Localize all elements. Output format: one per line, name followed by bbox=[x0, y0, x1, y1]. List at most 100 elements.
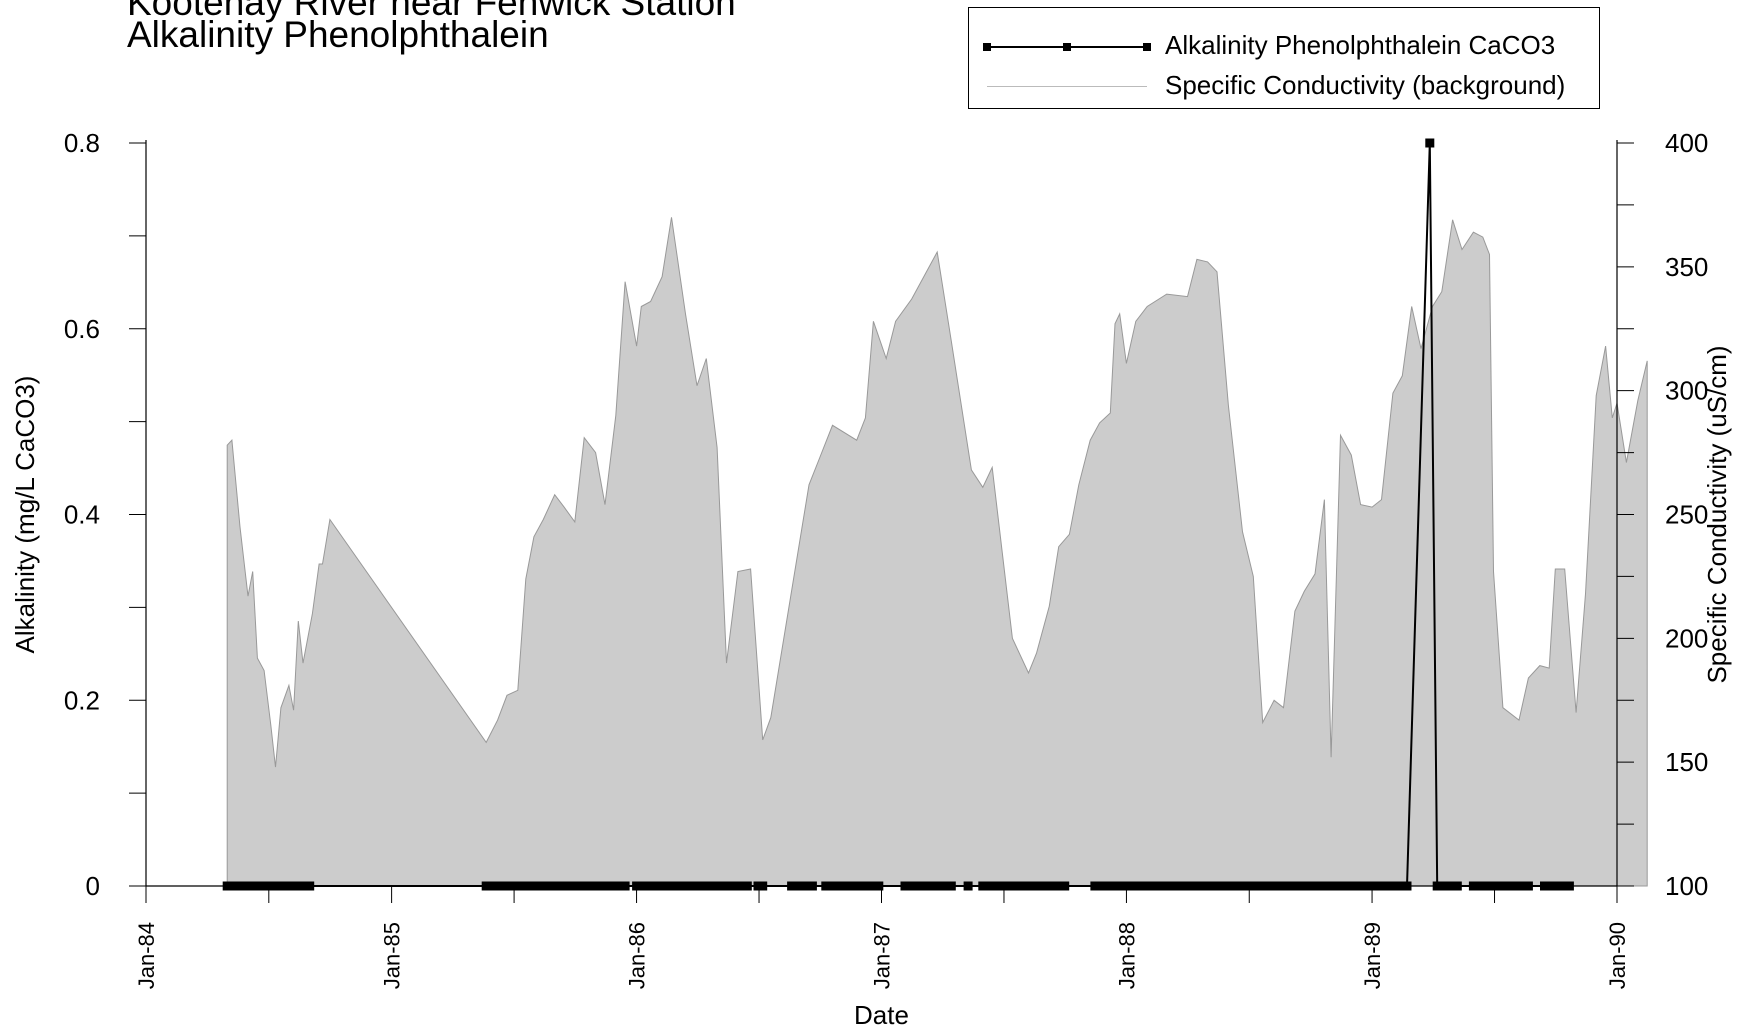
alkalinity-point bbox=[1331, 881, 1341, 891]
alkalinity-point bbox=[289, 881, 299, 891]
alkalinity-point bbox=[1402, 881, 1412, 891]
alkalinity-point bbox=[1233, 881, 1243, 891]
legend: Alkalinity Phenolphthalein CaCO3 Specifi… bbox=[968, 7, 1600, 109]
alkalinity-point bbox=[1468, 881, 1478, 891]
alkalinity-point bbox=[676, 881, 686, 891]
alkalinity-point bbox=[916, 881, 926, 891]
alkalinity-point bbox=[1223, 881, 1233, 891]
alkalinity-point bbox=[1105, 881, 1115, 891]
alkalinity-point bbox=[797, 881, 807, 891]
alkalinity-point bbox=[865, 881, 875, 891]
alkalinity-point bbox=[1212, 881, 1222, 891]
alkalinity-point bbox=[1152, 881, 1162, 891]
alkalinity-point bbox=[1290, 881, 1300, 891]
alkalinity-point bbox=[1540, 881, 1549, 891]
x-tick-label: Jan-88 bbox=[1114, 922, 1139, 989]
alkalinity-point bbox=[579, 881, 589, 891]
alkalinity-point bbox=[930, 881, 940, 891]
alkalinity-point bbox=[293, 881, 303, 891]
alkalinity-point bbox=[1285, 881, 1295, 891]
x-tick-label: Jan-90 bbox=[1605, 922, 1630, 989]
alkalinity-point bbox=[529, 881, 539, 891]
alkalinity-point bbox=[595, 881, 605, 891]
alkalinity-point bbox=[1131, 881, 1141, 891]
alkalinity-point bbox=[268, 881, 278, 891]
alkalinity-point bbox=[907, 881, 917, 891]
alkalinity-point bbox=[840, 881, 850, 891]
alkalinity-point bbox=[538, 881, 548, 891]
alkalinity-point bbox=[559, 881, 569, 891]
alkalinity-point bbox=[1253, 881, 1263, 891]
alkalinity-point bbox=[1217, 881, 1227, 891]
alkalinity-point bbox=[1171, 881, 1181, 891]
alkalinity-point bbox=[681, 881, 690, 891]
alkalinity-point bbox=[942, 881, 952, 891]
y-tick-label-left: 0.4 bbox=[64, 500, 100, 530]
alkalinity-point bbox=[1156, 881, 1166, 891]
alkalinity-point bbox=[1203, 881, 1213, 891]
alkalinity-point bbox=[1452, 881, 1462, 891]
alkalinity-point bbox=[963, 881, 973, 891]
alkalinity-point bbox=[1351, 881, 1361, 891]
alkalinity-point bbox=[550, 881, 560, 891]
alkalinity-point bbox=[1207, 881, 1217, 891]
alkalinity-point bbox=[992, 881, 1002, 891]
alkalinity-point bbox=[657, 881, 667, 891]
alkalinity-point bbox=[1228, 881, 1238, 891]
alkalinity-point bbox=[1478, 881, 1488, 891]
conductivity-area bbox=[226, 217, 1648, 887]
alkalinity-point bbox=[1176, 881, 1186, 891]
alkalinity-point bbox=[570, 881, 580, 891]
alkalinity-point bbox=[1360, 881, 1370, 891]
alkalinity-point bbox=[787, 881, 797, 891]
alkalinity-point bbox=[911, 881, 921, 891]
alkalinity-point bbox=[575, 881, 584, 891]
alkalinity-point bbox=[1560, 881, 1570, 891]
alkalinity-point bbox=[1187, 881, 1197, 891]
alkalinity-point bbox=[987, 881, 997, 891]
alkalinity-point bbox=[712, 881, 722, 891]
y-tick-label-left: 0 bbox=[86, 871, 100, 901]
legend-item-conductivity: Specific Conductivity (background) bbox=[969, 68, 1599, 108]
alkalinity-point bbox=[1095, 881, 1105, 891]
alkalinity-point bbox=[1544, 881, 1554, 891]
alkalinity-point bbox=[263, 881, 273, 891]
alkalinity-point bbox=[257, 881, 267, 891]
alkalinity-point bbox=[1274, 881, 1284, 891]
alkalinity-point bbox=[646, 881, 656, 891]
alkalinity-point bbox=[921, 881, 931, 891]
alkalinity-point bbox=[802, 881, 812, 891]
alkalinity-point bbox=[1142, 881, 1152, 891]
alkalinity-point bbox=[1258, 881, 1268, 891]
alkalinity-point bbox=[543, 881, 553, 891]
alkalinity-point bbox=[554, 881, 564, 891]
alkalinity-point bbox=[1388, 881, 1398, 891]
y-tick-label-right: 350 bbox=[1665, 252, 1708, 282]
alkalinity-point bbox=[1550, 881, 1560, 891]
alkalinity-point bbox=[1028, 881, 1038, 891]
alkalinity-point bbox=[1483, 881, 1492, 891]
alkalinity-point bbox=[722, 881, 731, 891]
alkalinity-point bbox=[1244, 881, 1254, 891]
alkalinity-point bbox=[1437, 881, 1447, 891]
alkalinity-point bbox=[1555, 881, 1565, 891]
legend-marker bbox=[1143, 43, 1151, 51]
alkalinity-point bbox=[1473, 881, 1483, 891]
alkalinity-point bbox=[1060, 881, 1070, 891]
alkalinity-point bbox=[502, 881, 512, 891]
alkalinity-point bbox=[1498, 881, 1508, 891]
alkalinity-point bbox=[591, 881, 601, 891]
alkalinity-point bbox=[1003, 881, 1013, 891]
alkalinity-point bbox=[273, 881, 282, 891]
y-axis-title-left: Alkalinity (mg/L CaCO3) bbox=[10, 376, 40, 654]
alkalinity-point bbox=[632, 881, 642, 891]
alkalinity-point bbox=[1192, 881, 1202, 891]
alkalinity-point bbox=[564, 881, 574, 891]
alkalinity-point bbox=[1340, 881, 1350, 891]
alkalinity-point bbox=[227, 881, 237, 891]
alkalinity-point bbox=[900, 881, 910, 891]
alkalinity-point bbox=[946, 881, 956, 891]
alkalinity-point bbox=[1126, 881, 1136, 891]
alkalinity-point bbox=[1397, 881, 1407, 891]
